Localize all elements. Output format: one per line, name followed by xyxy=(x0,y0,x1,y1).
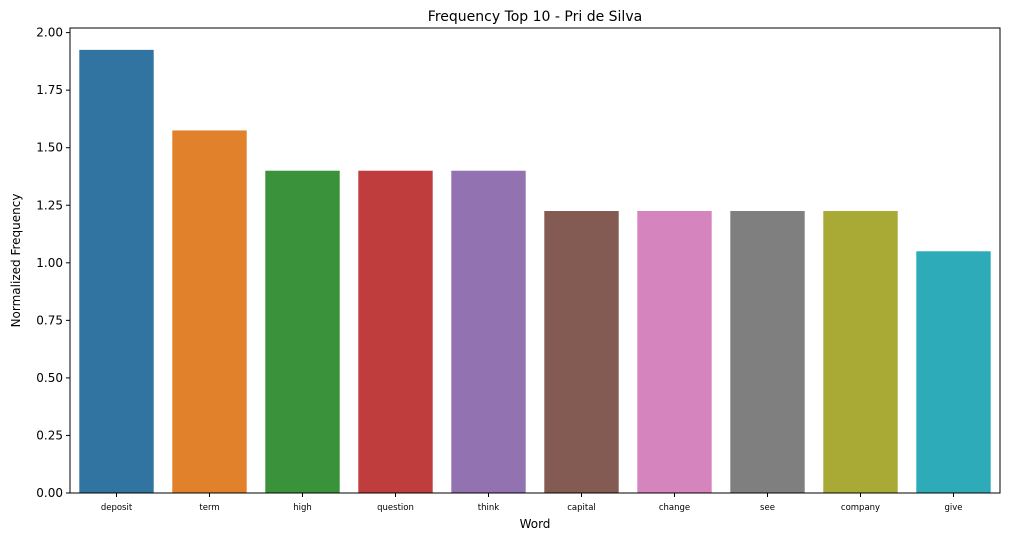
x-tick-label: question xyxy=(377,503,414,513)
y-tick-label: 1.50 xyxy=(36,141,63,155)
bar-company xyxy=(823,211,898,493)
bar-capital xyxy=(544,211,619,493)
x-tick-label: term xyxy=(199,503,219,513)
x-tick-label: high xyxy=(293,503,312,513)
chart-title: Frequency Top 10 - Pri de Silva xyxy=(428,9,642,25)
bars-group xyxy=(79,49,991,494)
y-tick-label: 0.50 xyxy=(36,371,63,385)
bar-give xyxy=(916,251,991,493)
x-tick-label: capital xyxy=(567,503,596,513)
bar-see xyxy=(730,211,805,493)
x-tick-label: deposit xyxy=(101,503,133,513)
x-tick-label: change xyxy=(659,503,690,513)
x-axis-label: Word xyxy=(520,517,551,531)
bar-high xyxy=(265,170,340,493)
bar-question xyxy=(358,170,433,493)
x-tick-label: company xyxy=(841,503,880,513)
y-tick-label: 1.75 xyxy=(36,83,63,97)
y-axis-ticks: 0.00 0.25 0.50 0.75 1.00 1.25 1.50 1.75 2.00 xyxy=(36,26,70,500)
plot-frame xyxy=(69,27,1001,494)
y-tick-label: 0.75 xyxy=(36,313,63,327)
y-tick-label: 0.25 xyxy=(36,428,63,442)
bar-deposit xyxy=(79,49,154,494)
y-tick-label: 0.00 xyxy=(36,486,63,500)
x-tick-label: give xyxy=(944,503,962,513)
y-axis-label: Normalized Frequency xyxy=(9,194,23,328)
bar-term xyxy=(172,130,247,494)
x-tick-label: think xyxy=(478,503,499,513)
x-axis-ticks: deposit term high question think capital chang… xyxy=(101,493,963,513)
x-tick-label: see xyxy=(760,503,775,513)
y-tick-label: 1.25 xyxy=(36,198,63,212)
y-tick-label: 2.00 xyxy=(36,26,63,40)
bar-change xyxy=(637,211,712,493)
y-tick-label: 1.00 xyxy=(36,256,63,270)
bar-think xyxy=(451,170,526,493)
